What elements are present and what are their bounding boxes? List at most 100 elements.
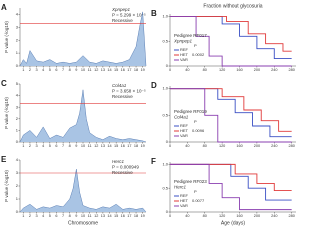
survival-line: [170, 88, 292, 138]
y-tick-label: 5: [16, 81, 19, 86]
x-tick-label: 280: [288, 214, 294, 218]
y-axis-label: P value (-log10): [4, 21, 9, 53]
annotation: P = 3.658 × 10⁻⁵: [112, 89, 146, 94]
annotation: Col4a1: [112, 83, 127, 88]
y-tick-label: 0.5: [162, 38, 168, 43]
y-tick-label: 3: [16, 24, 19, 29]
survival-line: [170, 16, 292, 60]
x-tick-label: 3: [36, 214, 38, 218]
x-tick-label: 13: [101, 214, 105, 218]
annotation: Recessive: [112, 18, 133, 23]
x-tick-label: 7: [62, 144, 64, 148]
x-tick-label: 5: [49, 214, 51, 218]
y-tick-label: 0: [16, 63, 19, 68]
p-value-area: [19, 169, 147, 213]
x-tick-label: 8: [69, 144, 71, 148]
x-tick-label: 200: [254, 68, 260, 72]
y-tick-label: 3: [16, 104, 19, 109]
x-tick-label: 9: [75, 68, 77, 72]
p-value-area: [19, 11, 147, 67]
x-tick-label: 6: [55, 214, 57, 218]
x-tick-label: 16: [121, 214, 125, 218]
panel-label: D: [151, 81, 157, 90]
survival-line: [170, 163, 292, 201]
y-axis-label: P value (-log10): [4, 170, 9, 202]
p-label: P: [194, 119, 197, 124]
x-tick-label: 16: [121, 144, 125, 148]
x-tick-label: 3: [36, 68, 38, 72]
x-tick-label: 12: [94, 144, 98, 148]
survival-line: [170, 163, 292, 211]
x-tick-label: 2: [29, 214, 31, 218]
y-tick-label: 0.5: [162, 185, 168, 190]
legend-label: VAR: [180, 203, 188, 208]
x-tick-label: 7: [62, 214, 64, 218]
x-tick-label: 19: [141, 214, 145, 218]
y-tick-label: 0: [16, 139, 19, 144]
annotation: Recessive: [112, 170, 133, 175]
x-tick-label: 0: [169, 214, 171, 218]
x-tick-label: 160: [236, 144, 242, 148]
p-value: 0.0096: [192, 128, 205, 133]
y-tick-label: 1: [16, 196, 19, 201]
x-tick-label: 10: [81, 214, 85, 218]
x-tick-label: 14: [107, 214, 111, 218]
x-tick-label: 15: [114, 144, 118, 148]
legend-label: HET: [180, 198, 189, 203]
x-tick-label: 10: [81, 144, 85, 148]
y-tick-label: 2: [16, 116, 19, 121]
x-tick-label: 16: [121, 68, 125, 72]
legend-label: VAR: [180, 57, 188, 62]
annotation: Pedigree RF023: [174, 179, 207, 184]
x-tick-label: 13: [101, 68, 105, 72]
y-tick-label: 0: [16, 209, 19, 214]
p-label: P: [194, 43, 197, 48]
x-tick-label: 2: [29, 68, 31, 72]
y-tick-label: 4: [16, 12, 19, 17]
x-tick-label: 11: [88, 68, 92, 72]
x-tick-label: 280: [288, 68, 294, 72]
legend-label: REF: [180, 47, 189, 52]
x-tick-label: 120: [219, 68, 225, 72]
y-axis-label: P value (-log10): [4, 97, 9, 129]
y-tick-label: 1.0: [162, 86, 168, 91]
legend-label: HET: [180, 52, 189, 57]
x-tick-label: 5: [49, 68, 51, 72]
x-tick-label: 1: [22, 144, 24, 148]
annotation: Herc1: [112, 159, 125, 164]
x-tick-label: 18: [134, 214, 138, 218]
x-tick-label: 18: [134, 68, 138, 72]
x-tick-label: 240: [271, 144, 277, 148]
x-tick-label: 7: [62, 68, 64, 72]
p-label: P: [194, 189, 197, 194]
x-tick-label: 40: [185, 214, 189, 218]
x-tick-label: 240: [271, 68, 277, 72]
x-tick-label: 0: [169, 144, 171, 148]
x-tick-label: 4: [42, 214, 44, 218]
survival-line: [170, 16, 292, 67]
survival-line: [170, 88, 292, 143]
x-tick-label: 19: [141, 144, 145, 148]
x-axis-label: Chromosome: [68, 220, 98, 226]
panel-label: B: [151, 9, 157, 18]
x-tick-label: 6: [55, 144, 57, 148]
x-tick-label: 18: [134, 144, 138, 148]
x-tick-label: 160: [236, 214, 242, 218]
legend-label: VAR: [180, 133, 188, 138]
x-tick-label: 17: [127, 68, 131, 72]
x-tick-label: 15: [114, 214, 118, 218]
annotation: Col4a1: [174, 115, 189, 120]
x-tick-label: 9: [75, 144, 77, 148]
survival-line: [170, 16, 292, 52]
x-tick-label: 14: [107, 144, 111, 148]
x-tick-label: 5: [49, 144, 51, 148]
x-tick-label: 14: [107, 68, 111, 72]
x-tick-label: 80: [203, 214, 207, 218]
legend-label: HET: [180, 128, 189, 133]
annotation: Xpnpep1: [111, 7, 131, 12]
panel-label: E: [1, 155, 7, 164]
panel-label: F: [151, 157, 156, 166]
y-tick-label: 1: [16, 50, 19, 55]
x-tick-label: 40: [185, 144, 189, 148]
